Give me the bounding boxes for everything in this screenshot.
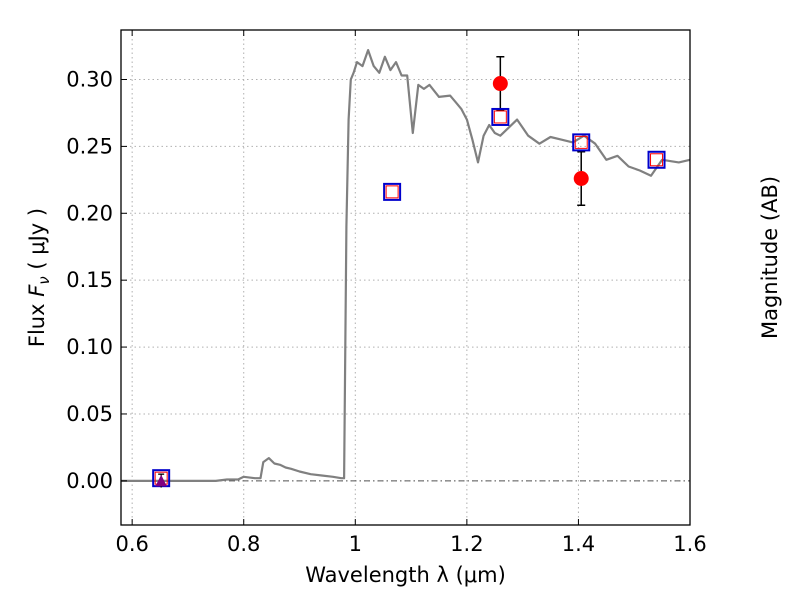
flux-unit: ( μJy ) — [25, 208, 49, 276]
synthetic-photometry-inner-square — [574, 135, 588, 149]
y-tick-label: 0.00 — [66, 469, 113, 493]
synthetic-photometry-inner-square — [385, 185, 399, 199]
plot-frame — [120, 29, 691, 526]
x-tick-label: 1.2 — [450, 532, 483, 556]
x-tick-label: 1.6 — [673, 532, 706, 556]
magnitude-axis-label: Magnitude (AB) — [758, 176, 782, 339]
y-tick-label: 0.20 — [66, 201, 113, 225]
grid — [121, 30, 690, 525]
x-tick-label: 1.4 — [562, 532, 595, 556]
upper-limit-triangle — [155, 474, 167, 487]
flux-symbol: F — [25, 284, 49, 297]
y-tick-label: 0.30 — [66, 68, 113, 92]
x-tick-label: 1 — [349, 532, 362, 556]
synthetic-photometry-square — [491, 107, 510, 126]
y-tick-label: 0.25 — [66, 134, 113, 158]
ticks: 0.6 0.8 1 1.2 1.4 1.6 0.00 0.05 0.10 0.15 0.20 0.25… — [66, 30, 707, 556]
model-spectrum-line — [121, 48, 691, 482]
series-layer — [121, 48, 691, 488]
flux-subscript: ν — [35, 276, 53, 284]
y-tick-label: 0.15 — [66, 268, 113, 292]
observed-photometry-point — [492, 76, 508, 92]
x-tick-label: 0.6 — [115, 532, 148, 556]
y-tick-label: 0.05 — [66, 402, 113, 426]
y-tick-label: 0.10 — [66, 335, 113, 359]
synthetic-photometry-square — [572, 133, 591, 152]
synthetic-photometry-inner-square — [650, 153, 664, 167]
x-axis-label: Wavelength λ (μm) — [305, 563, 506, 587]
synthetic-photometry-square — [647, 150, 666, 169]
synthetic-photometry-square — [383, 182, 402, 201]
observed-photometry-point — [573, 171, 589, 186]
synthetic-photometry-inner-square — [493, 110, 507, 124]
x-tick-label: 0.8 — [227, 532, 260, 556]
